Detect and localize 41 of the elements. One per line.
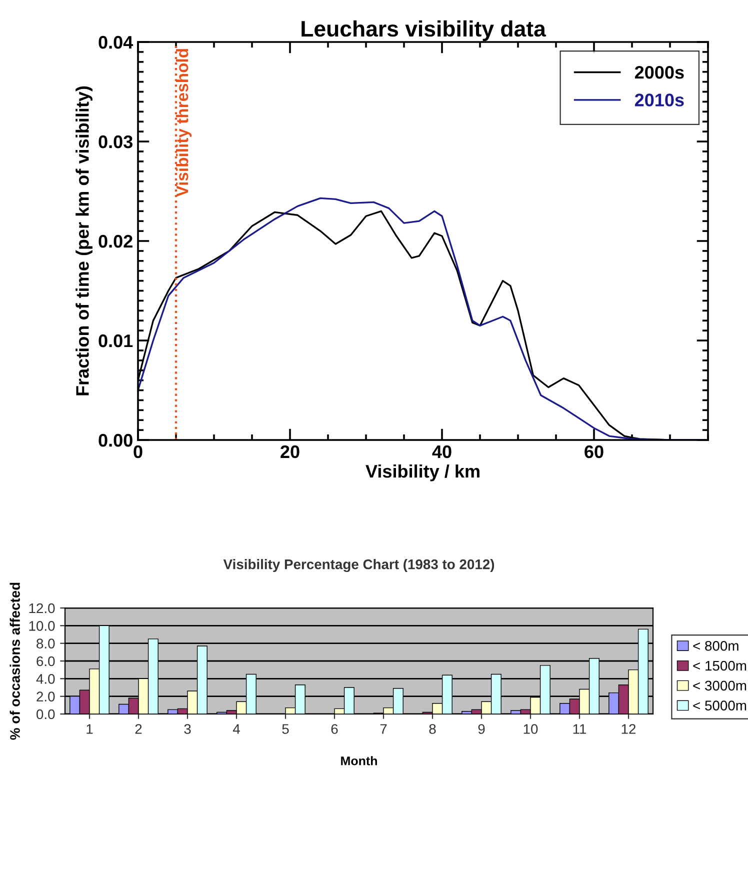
legend-label: < 3000m: [693, 680, 746, 691]
x-tick-label: 1: [86, 724, 93, 734]
y-tick-label: 0.01: [98, 334, 133, 348]
x-tick-label: 9: [478, 724, 485, 734]
y-tick-label: 0.0: [36, 709, 55, 720]
legend-label: 2010s: [634, 94, 684, 106]
legend-label: < 1500m: [693, 660, 746, 671]
y-axis-title: % of occasions affected: [10, 582, 20, 740]
legend-label: < 800m: [693, 640, 738, 651]
x-tick-label: 2: [135, 724, 142, 734]
x-tick-label: 3: [184, 724, 191, 734]
x-axis-title: Visibility / km: [366, 464, 480, 482]
y-tick-label: 10.0: [29, 621, 55, 631]
x-tick-label: 60: [584, 445, 604, 458]
y-axis-title: Fraction of time (per km of visibility): [76, 86, 92, 396]
y-tick-label: 12.0: [29, 603, 55, 614]
ref-line-label: Visibility threshold: [176, 49, 192, 197]
y-tick-label: 2.0: [36, 692, 55, 702]
y-tick-label: 4.0: [36, 674, 55, 684]
x-tick-label: 0: [134, 445, 142, 458]
x-tick-label: 40: [432, 445, 452, 458]
x-tick-label: 10: [524, 724, 538, 734]
x-tick-label: 12: [622, 724, 636, 734]
x-tick-label: 4: [232, 724, 240, 734]
x-tick-label: 5: [282, 724, 289, 734]
x-tick-label: 11: [573, 724, 586, 734]
y-tick-label: 0.04: [98, 36, 134, 49]
x-tick-label: 6: [331, 724, 338, 734]
y-tick-label: 8.0: [36, 638, 55, 649]
chart-title: Leuchars visibility data: [302, 20, 546, 42]
x-axis-title: Month: [341, 756, 377, 766]
y-tick-label: 0.02: [98, 234, 132, 248]
y-tick-label: 0.00: [98, 434, 132, 447]
x-tick-label: 20: [280, 445, 300, 458]
legend-label: < 5000m: [693, 700, 746, 710]
x-tick-label: 8: [429, 724, 436, 734]
chart-title: Visibility Percentage Chart (1983 to 2012): [223, 559, 494, 572]
legend-label: 2000s: [634, 66, 684, 79]
y-tick-label: 6.0: [36, 656, 55, 666]
y-tick-label: 0.03: [98, 135, 132, 148]
x-tick-label: 7: [380, 724, 387, 734]
